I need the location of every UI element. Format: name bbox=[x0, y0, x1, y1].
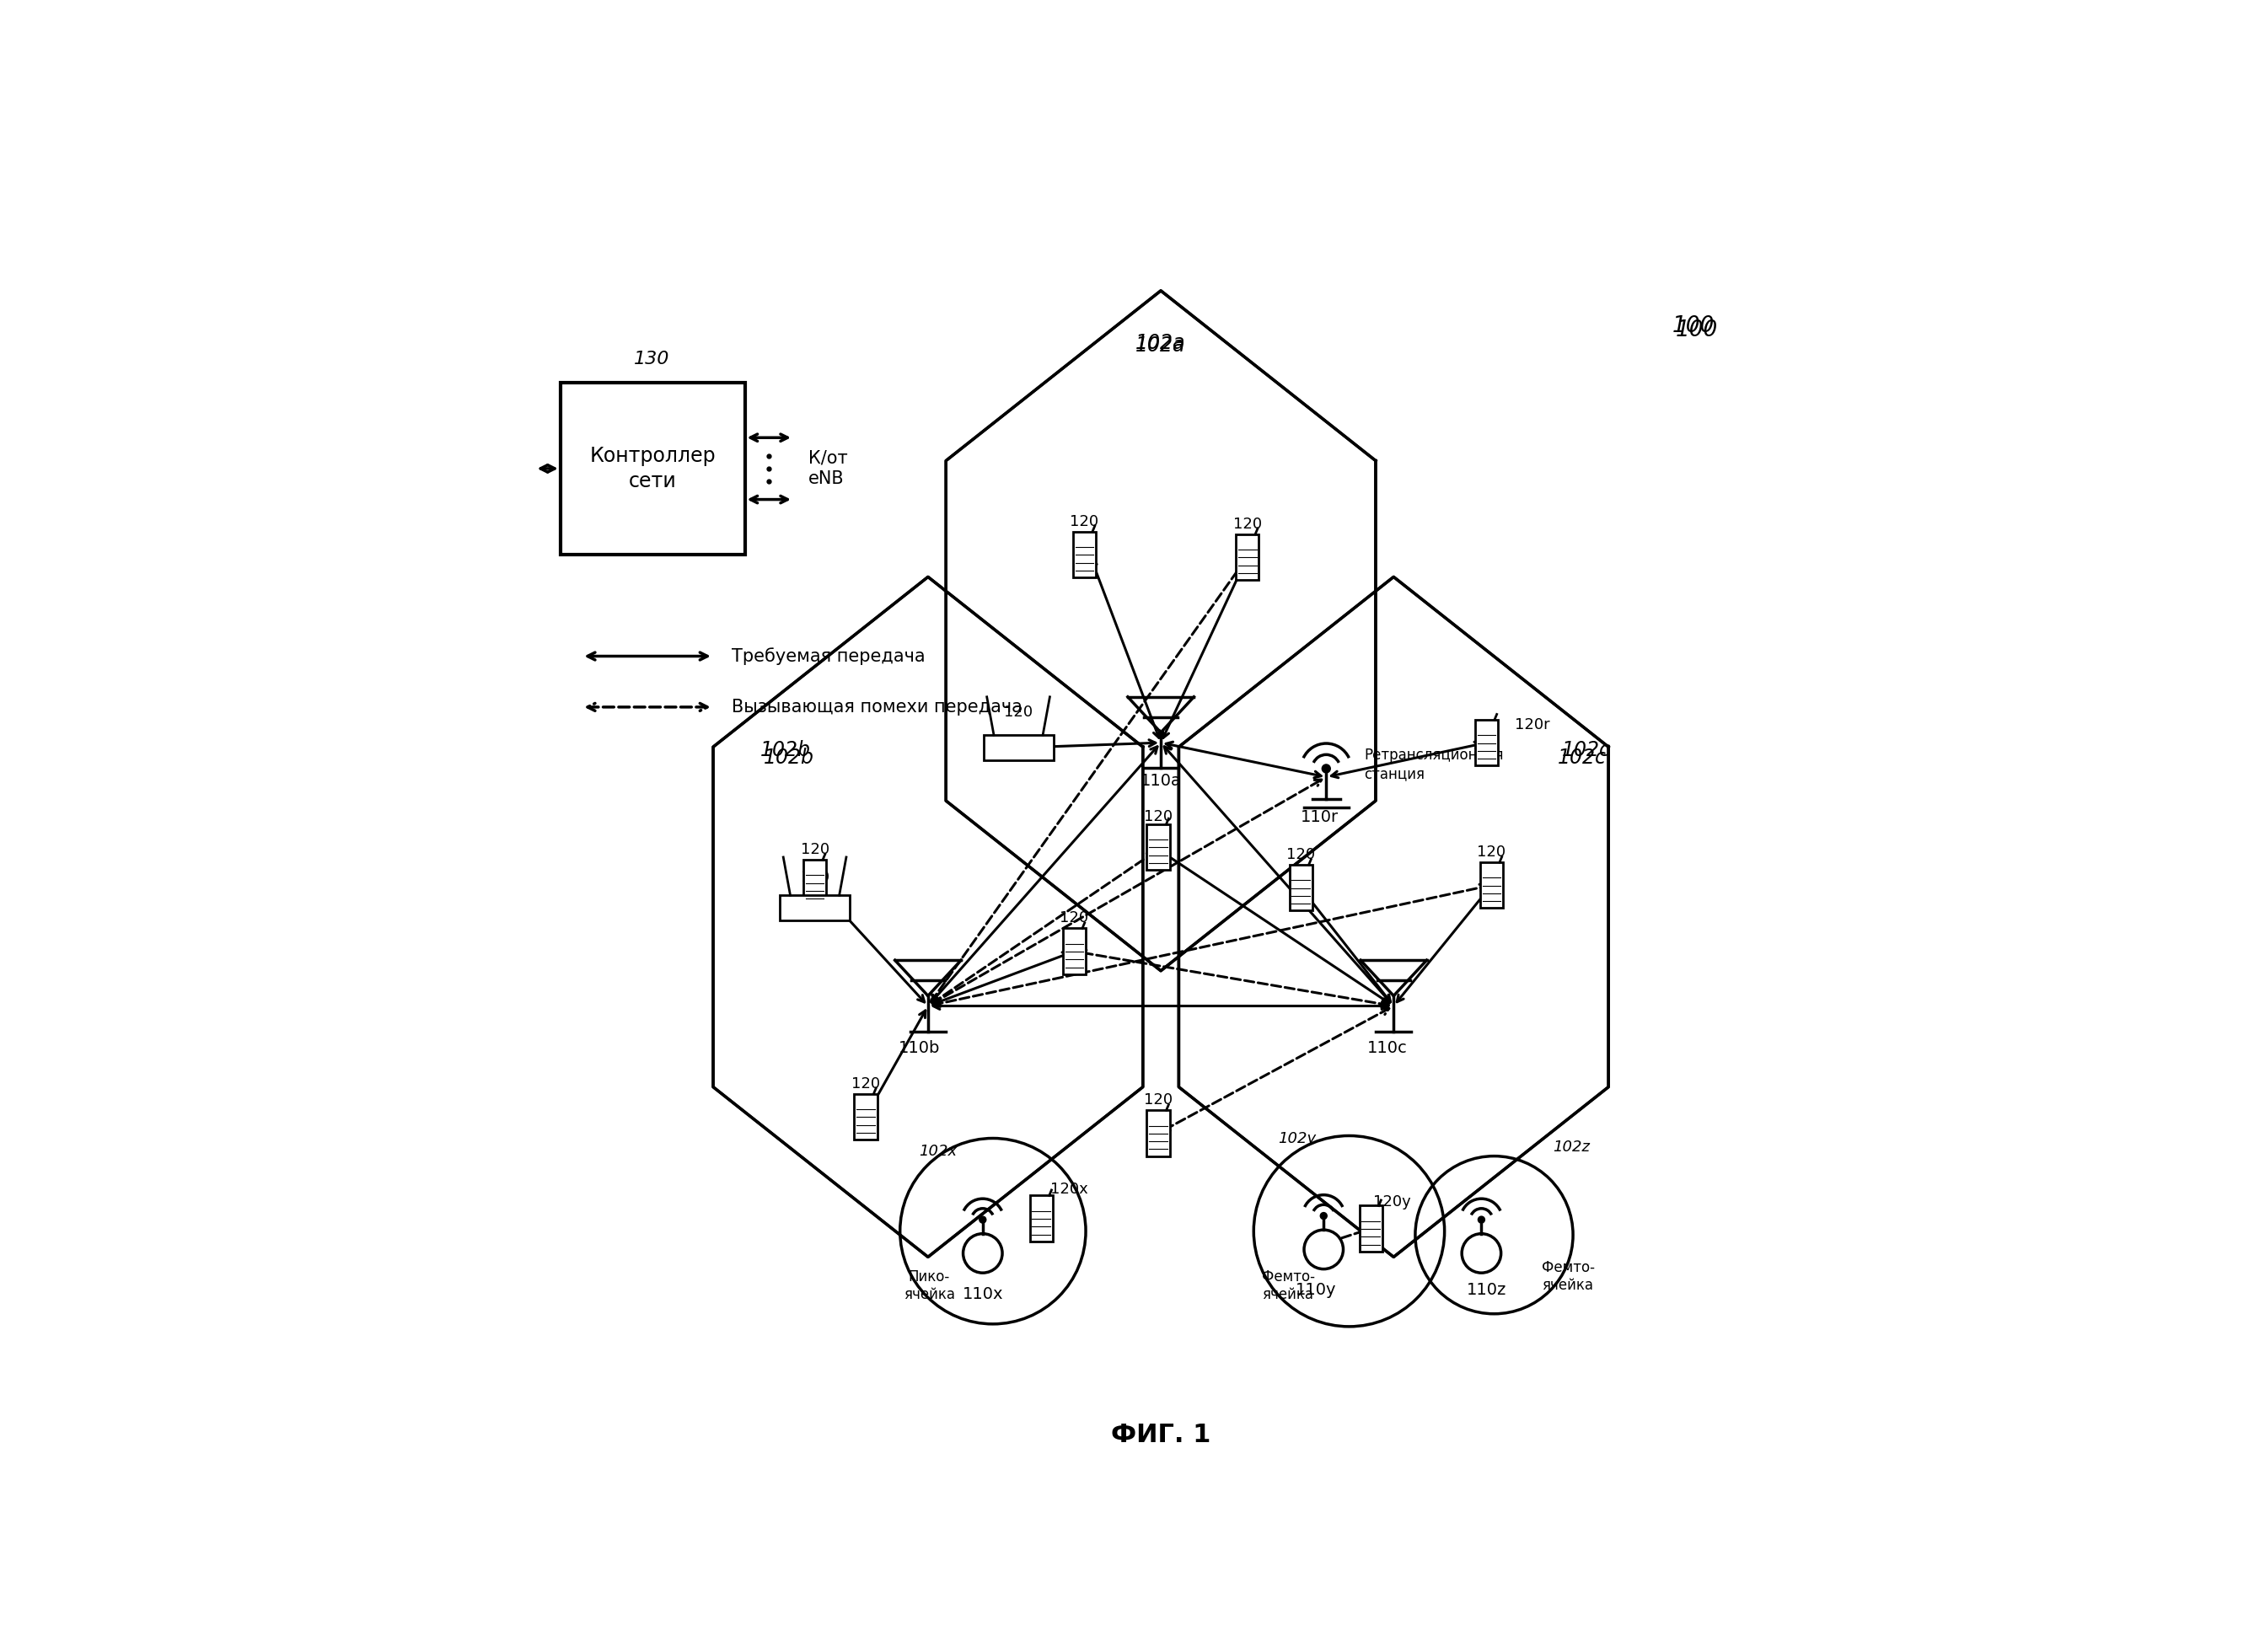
Text: 110b: 110b bbox=[899, 1041, 940, 1056]
Bar bbox=[1237, 534, 1259, 580]
Bar bbox=[1146, 1110, 1169, 1156]
Text: К/от
eNB: К/от eNB bbox=[809, 449, 847, 487]
Text: 120: 120 bbox=[1144, 809, 1173, 824]
Text: 110c: 110c bbox=[1368, 1041, 1407, 1056]
Text: Фемто-
ячейка: Фемто- ячейка bbox=[1262, 1269, 1314, 1302]
Bar bbox=[779, 895, 849, 920]
Circle shape bbox=[978, 1216, 985, 1222]
Text: 120: 120 bbox=[800, 843, 829, 857]
Text: 120: 120 bbox=[1069, 514, 1099, 529]
Text: 100: 100 bbox=[1672, 316, 1715, 337]
Text: Вызывающая помехи передача: Вызывающая помехи передача bbox=[732, 699, 1024, 715]
Bar bbox=[559, 383, 745, 555]
Bar bbox=[1359, 1206, 1382, 1252]
Text: 120: 120 bbox=[1287, 847, 1316, 862]
Text: 110a: 110a bbox=[1139, 773, 1182, 790]
Bar bbox=[854, 1094, 877, 1140]
Bar bbox=[804, 859, 827, 905]
Text: 102x: 102x bbox=[920, 1143, 958, 1158]
Text: 120y: 120y bbox=[1373, 1194, 1411, 1209]
Text: 120: 120 bbox=[1060, 910, 1089, 925]
Text: Контроллер
сети: Контроллер сети bbox=[589, 446, 716, 491]
Text: 120: 120 bbox=[800, 871, 829, 885]
Text: 130: 130 bbox=[634, 350, 670, 367]
Text: 102a: 102a bbox=[1135, 335, 1187, 355]
Ellipse shape bbox=[1461, 1234, 1502, 1272]
Bar bbox=[1031, 1196, 1053, 1241]
Bar bbox=[1475, 720, 1497, 765]
Text: 120x: 120x bbox=[1051, 1181, 1087, 1196]
Text: 102b: 102b bbox=[763, 748, 815, 768]
Text: 120: 120 bbox=[1232, 517, 1262, 532]
Text: 100: 100 bbox=[1676, 319, 1719, 340]
Bar bbox=[1479, 862, 1504, 909]
Text: ФИГ. 1: ФИГ. 1 bbox=[1110, 1422, 1212, 1447]
Circle shape bbox=[1323, 765, 1330, 773]
Bar bbox=[1074, 532, 1096, 577]
Bar bbox=[1062, 928, 1085, 975]
Bar bbox=[1146, 824, 1169, 871]
Bar bbox=[1289, 864, 1311, 910]
Text: 120: 120 bbox=[1003, 705, 1033, 720]
Bar bbox=[983, 735, 1053, 760]
Text: 102z: 102z bbox=[1552, 1140, 1590, 1155]
Text: 120r: 120r bbox=[1515, 717, 1549, 732]
Text: 110r: 110r bbox=[1300, 809, 1339, 824]
Text: 102c: 102c bbox=[1558, 748, 1606, 768]
Text: Пико-
ячейка: Пико- ячейка bbox=[904, 1269, 956, 1302]
Ellipse shape bbox=[1305, 1229, 1343, 1269]
Text: 110x: 110x bbox=[963, 1285, 1003, 1302]
Text: 120: 120 bbox=[1477, 844, 1506, 859]
Text: 102a: 102a bbox=[1135, 334, 1187, 354]
Text: 110z: 110z bbox=[1465, 1282, 1506, 1298]
Text: 120: 120 bbox=[852, 1075, 881, 1092]
Text: 102b: 102b bbox=[761, 740, 811, 760]
Text: Фемто-
ячейка: Фемто- ячейка bbox=[1542, 1260, 1595, 1294]
Text: 120: 120 bbox=[1144, 1092, 1173, 1108]
Text: 102c: 102c bbox=[1561, 740, 1610, 760]
Text: 102y: 102y bbox=[1277, 1130, 1316, 1146]
Text: Требуемая передача: Требуемая передача bbox=[732, 648, 926, 666]
Ellipse shape bbox=[963, 1234, 1003, 1272]
Text: 110y: 110y bbox=[1296, 1282, 1336, 1298]
Circle shape bbox=[1479, 1216, 1486, 1222]
Text: Ретрансляционная
станция: Ретрансляционная станция bbox=[1364, 747, 1504, 781]
Circle shape bbox=[1320, 1213, 1327, 1219]
